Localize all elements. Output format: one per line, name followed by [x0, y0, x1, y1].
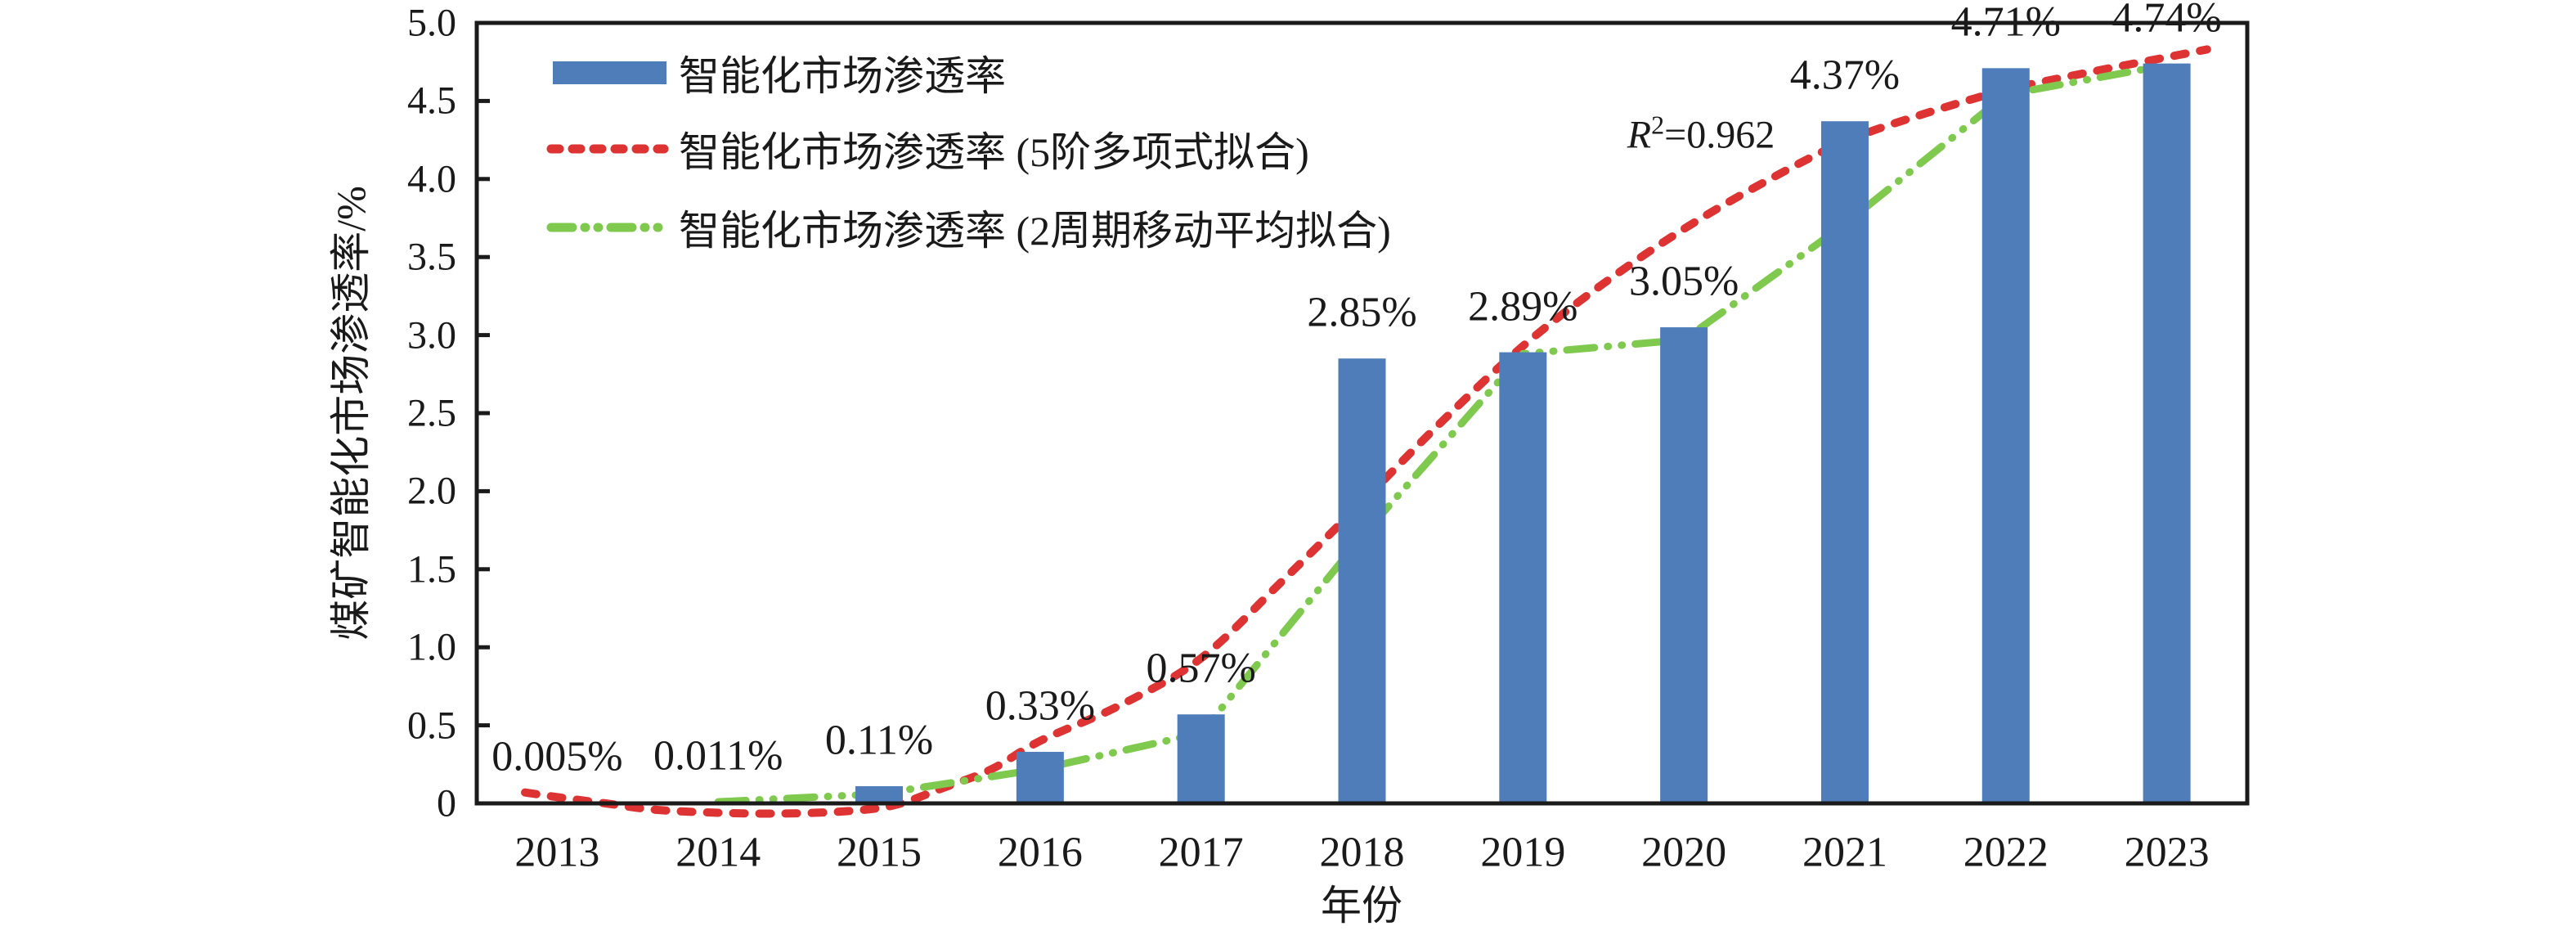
fit-lines-layer — [521, 45, 2211, 818]
bars-layer — [533, 63, 2191, 804]
legend-bar-swatch — [553, 61, 666, 84]
bar-2019 — [1499, 352, 1547, 803]
bar-2023 — [2143, 63, 2191, 803]
bar-2017 — [1177, 714, 1225, 803]
plot-frame-layer — [474, 20, 2250, 806]
bar-2020 — [1660, 327, 1708, 803]
bar-2018 — [1338, 358, 1386, 804]
polynomial-fit-line — [521, 45, 2211, 818]
legend-swatches-layer — [546, 61, 669, 232]
moving-average-line — [714, 61, 2171, 806]
bar-2021 — [1820, 121, 1869, 804]
bar-2016 — [1016, 752, 1064, 803]
bar-2015 — [855, 786, 904, 803]
bar-2022 — [1981, 68, 2030, 803]
